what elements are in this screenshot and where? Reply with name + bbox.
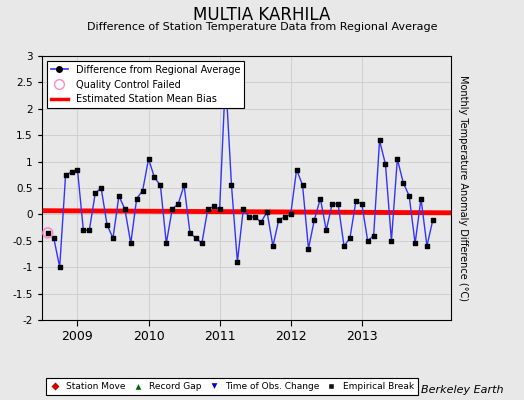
- Point: [56, 264, 64, 270]
- Point: [103, 222, 111, 228]
- Point: [109, 235, 117, 241]
- Point: [210, 203, 218, 210]
- Point: [61, 172, 70, 178]
- Point: [150, 174, 159, 181]
- Point: [251, 214, 259, 220]
- Point: [174, 201, 182, 207]
- Point: [162, 240, 170, 247]
- Point: [50, 235, 58, 241]
- Point: [133, 195, 141, 202]
- Point: [423, 243, 431, 249]
- Point: [310, 216, 319, 223]
- Point: [287, 211, 295, 218]
- Point: [369, 232, 378, 239]
- Point: [85, 227, 93, 234]
- Point: [316, 195, 324, 202]
- Point: [127, 240, 135, 247]
- Point: [245, 214, 254, 220]
- Text: Difference of Station Temperature Data from Regional Average: Difference of Station Temperature Data f…: [87, 22, 437, 32]
- Point: [203, 206, 212, 212]
- Point: [115, 193, 123, 199]
- Point: [292, 166, 301, 173]
- Point: [233, 259, 242, 265]
- Point: [387, 238, 396, 244]
- Text: Berkeley Earth: Berkeley Earth: [421, 385, 503, 395]
- Point: [352, 198, 360, 204]
- Point: [393, 156, 401, 162]
- Point: [221, 74, 230, 80]
- Point: [239, 206, 247, 212]
- Point: [417, 195, 425, 202]
- Point: [43, 230, 52, 236]
- Point: [227, 182, 236, 188]
- Point: [381, 161, 390, 168]
- Point: [156, 182, 165, 188]
- Point: [328, 201, 336, 207]
- Y-axis label: Monthly Temperature Anomaly Difference (°C): Monthly Temperature Anomaly Difference (…: [457, 75, 467, 301]
- Point: [375, 137, 384, 144]
- Point: [399, 180, 408, 186]
- Point: [304, 246, 313, 252]
- Legend: Station Move, Record Gap, Time of Obs. Change, Empirical Break: Station Move, Record Gap, Time of Obs. C…: [47, 378, 418, 395]
- Point: [257, 219, 265, 226]
- Point: [97, 185, 105, 191]
- Point: [298, 182, 307, 188]
- Point: [180, 182, 188, 188]
- Point: [405, 193, 413, 199]
- Point: [79, 227, 88, 234]
- Point: [346, 235, 354, 241]
- Point: [364, 238, 372, 244]
- Point: [334, 201, 342, 207]
- Point: [275, 216, 283, 223]
- Point: [357, 201, 366, 207]
- Point: [281, 214, 289, 220]
- Point: [263, 208, 271, 215]
- Point: [322, 227, 331, 234]
- Point: [43, 230, 52, 236]
- Point: [91, 190, 100, 196]
- Point: [168, 206, 177, 212]
- Point: [68, 169, 76, 175]
- Text: MULTIA KARHILA: MULTIA KARHILA: [193, 6, 331, 24]
- Point: [411, 240, 419, 247]
- Point: [186, 230, 194, 236]
- Point: [340, 243, 348, 249]
- Point: [192, 235, 200, 241]
- Point: [429, 216, 437, 223]
- Point: [73, 166, 82, 173]
- Point: [215, 206, 224, 212]
- Point: [198, 240, 206, 247]
- Point: [138, 188, 147, 194]
- Point: [269, 243, 277, 249]
- Point: [121, 206, 129, 212]
- Point: [144, 156, 152, 162]
